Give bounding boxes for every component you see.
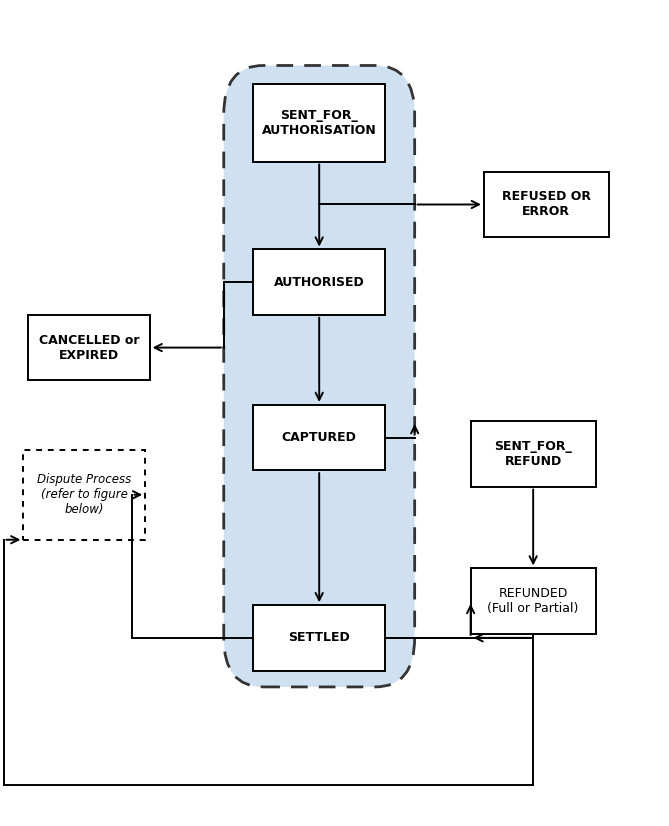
Text: CANCELLED or
EXPIRED: CANCELLED or EXPIRED <box>39 334 139 362</box>
FancyBboxPatch shape <box>470 421 595 487</box>
Text: SENT_FOR_
REFUND: SENT_FOR_ REFUND <box>494 440 572 468</box>
Text: CAPTURED: CAPTURED <box>282 431 357 444</box>
FancyBboxPatch shape <box>28 315 150 380</box>
Text: SETTLED: SETTLED <box>288 631 350 644</box>
FancyBboxPatch shape <box>254 605 385 671</box>
FancyBboxPatch shape <box>254 405 385 470</box>
FancyBboxPatch shape <box>484 172 609 237</box>
FancyBboxPatch shape <box>254 249 385 315</box>
FancyBboxPatch shape <box>254 84 385 162</box>
Text: Dispute Process
(refer to figure
below): Dispute Process (refer to figure below) <box>37 473 131 516</box>
Text: AUTHORISED: AUTHORISED <box>274 276 365 288</box>
Text: REFUNDED
(Full or Partial): REFUNDED (Full or Partial) <box>488 587 579 615</box>
FancyBboxPatch shape <box>223 65 415 687</box>
FancyBboxPatch shape <box>470 568 595 634</box>
Text: SENT_FOR_
AUTHORISATION: SENT_FOR_ AUTHORISATION <box>262 109 377 137</box>
FancyBboxPatch shape <box>23 450 145 539</box>
Text: REFUSED OR
ERROR: REFUSED OR ERROR <box>502 191 591 219</box>
